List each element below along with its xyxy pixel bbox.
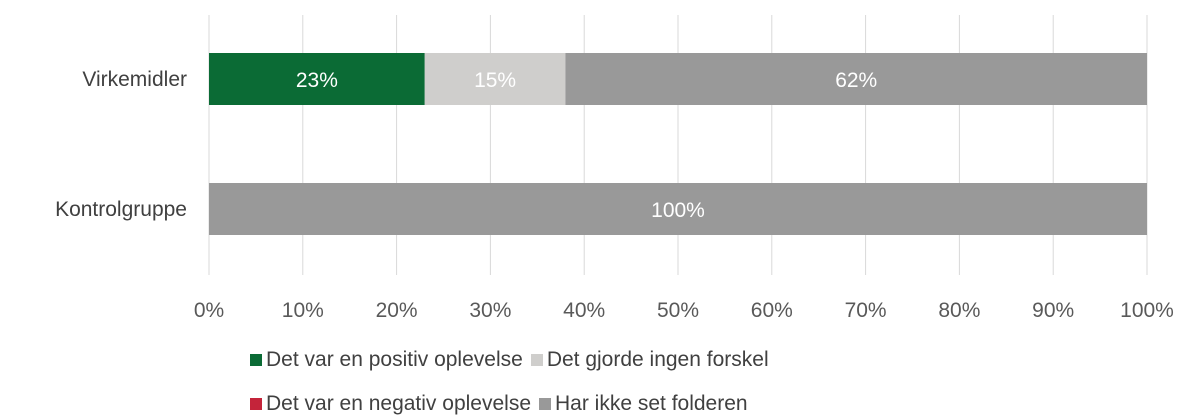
x-tick-label: 60% bbox=[751, 299, 793, 322]
legend-swatch-positive bbox=[250, 354, 262, 366]
x-tick-label: 0% bbox=[194, 299, 224, 322]
bar-segment bbox=[209, 183, 1147, 235]
legend-row-1: Det var en positiv oplevelse Det gjorde … bbox=[250, 348, 777, 372]
data-label: 15% bbox=[474, 69, 516, 92]
legend-item-no-difference: Det gjorde ingen forskel bbox=[530, 348, 769, 372]
data-label: 23% bbox=[296, 69, 338, 92]
legend-swatch-not-seen bbox=[539, 398, 551, 410]
x-tick-label: 90% bbox=[1032, 299, 1074, 322]
x-tick-label: 40% bbox=[563, 299, 605, 322]
x-tick-label: 20% bbox=[376, 299, 418, 322]
category-label: Virkemidler bbox=[82, 68, 187, 91]
legend-label-positive: Det var en positiv oplevelse bbox=[266, 348, 523, 371]
bars: 23% 15% 62% 100% bbox=[209, 53, 1147, 235]
data-label: 62% bbox=[835, 69, 877, 92]
bar-segment bbox=[565, 53, 1147, 105]
legend-label-not-seen: Har ikke set folderen bbox=[555, 392, 748, 415]
legend-swatch-no-difference bbox=[530, 354, 543, 366]
legend-label-no-difference: Det gjorde ingen forskel bbox=[546, 348, 769, 371]
legend-item-positive: Det var en positiv oplevelse bbox=[250, 348, 523, 372]
legend-row-2: Det var en negativ oplevelse Har ikke se… bbox=[250, 392, 756, 416]
legend-swatch-negative bbox=[250, 398, 262, 410]
legend-item-not-seen: Har ikke set folderen bbox=[539, 392, 748, 416]
x-tick-label: 70% bbox=[845, 299, 887, 322]
legend-label-negative: Det var en negativ oplevelse bbox=[266, 392, 531, 415]
bar-segment bbox=[424, 53, 566, 105]
bar-segment bbox=[209, 53, 425, 105]
x-tick-label: 10% bbox=[282, 299, 324, 322]
x-tick-label: 100% bbox=[1120, 299, 1174, 322]
x-tick-label: 50% bbox=[657, 299, 699, 322]
x-tick-label: 80% bbox=[938, 299, 980, 322]
legend-item-negative: Det var en negativ oplevelse bbox=[250, 392, 531, 416]
x-axis-tick-labels: 0% 10% 20% 30% 40% 50% 60% 70% 80% 90% 100% bbox=[194, 299, 1174, 322]
category-label: Kontrolgruppe bbox=[55, 198, 187, 221]
x-tick-label: 30% bbox=[469, 299, 511, 322]
category-labels: Virkemidler Kontrolgruppe bbox=[55, 68, 187, 221]
data-label: 100% bbox=[651, 199, 705, 222]
